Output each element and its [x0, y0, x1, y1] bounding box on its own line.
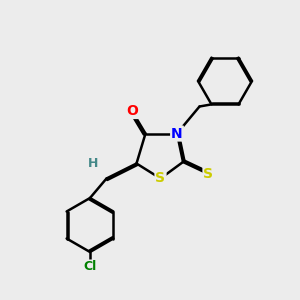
- Text: S: S: [203, 167, 214, 181]
- Text: H: H: [88, 157, 98, 170]
- Text: N: N: [171, 127, 183, 140]
- Text: O: O: [126, 104, 138, 118]
- Text: S: S: [155, 172, 166, 185]
- Text: Cl: Cl: [83, 260, 97, 274]
